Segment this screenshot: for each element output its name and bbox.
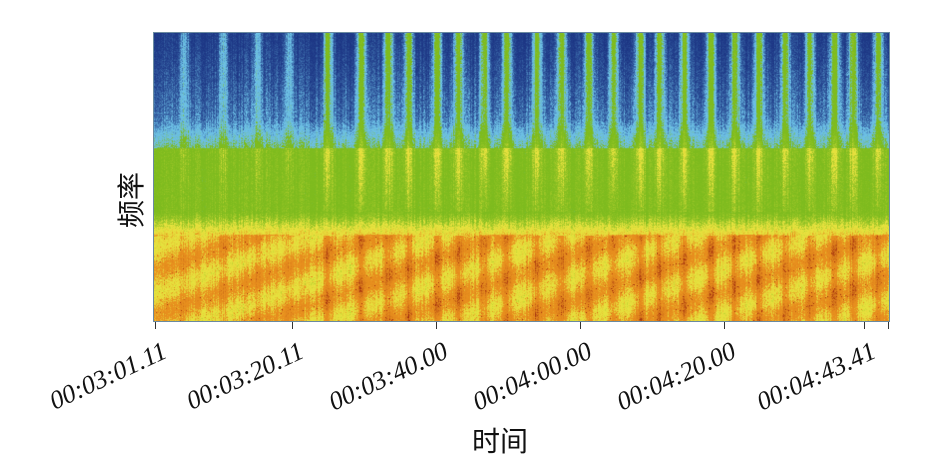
x-tick	[864, 322, 865, 329]
x-tick	[436, 322, 437, 329]
x-axis-label: 时间	[472, 427, 529, 458]
x-tick	[580, 322, 581, 329]
x-tick-label: 00:03:01.11	[44, 336, 172, 416]
spectrogram-plot-area	[153, 32, 890, 322]
x-tick	[155, 322, 156, 329]
x-tick-label: 00:04:20.00	[612, 336, 741, 417]
y-axis-label: 频率	[117, 171, 149, 229]
x-tick-label: 00:03:20.11	[181, 336, 309, 416]
x-tick	[292, 322, 293, 329]
x-tick	[888, 322, 889, 329]
x-tick-label: 00:03:40.00	[324, 336, 453, 417]
spectrogram-image	[154, 33, 889, 321]
x-tick-label: 00:04:43.41	[752, 336, 881, 417]
x-tick-label: 00:04:00.00	[468, 336, 597, 417]
x-tick	[724, 322, 725, 329]
